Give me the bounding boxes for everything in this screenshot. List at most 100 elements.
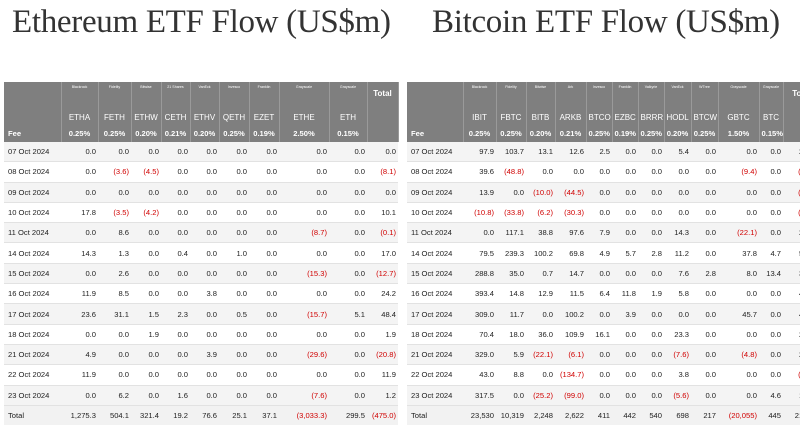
flow-value: (12.7) (367, 263, 398, 285)
flow-value: 0.0 (586, 263, 612, 285)
flow-value: 0.0 (161, 222, 190, 244)
ticker-symbol: EZET (249, 109, 280, 125)
total-value: 1,275.3 (61, 405, 98, 425)
total-value: 37.1 (249, 405, 279, 425)
table-row: 21 Oct 2024 329.0 5.9 (22.1) (6.1) 0.0 0.0 0.0(… (407, 344, 800, 366)
flow-value: 1.0 (219, 242, 249, 264)
flow-value: 0.0 (131, 364, 161, 386)
flow-value: 0.0 (279, 242, 329, 264)
flow-value: 0.0 (691, 202, 718, 224)
flow-value: 1.9 (638, 283, 664, 305)
ticker-symbol: GBTC (718, 109, 760, 125)
table-row: 15 Oct 2024 0.0 2.6 0.0 0.0 0.0 0.0 0.0 (15.3) 0.… (4, 263, 398, 285)
flow-value: 0.0 (718, 182, 759, 203)
flow-value: 0.0 (612, 385, 638, 406)
issuer-name: 21 Shares (161, 82, 191, 109)
flow-value: 0.0 (249, 202, 279, 224)
flow-value: 17.0 (367, 242, 398, 264)
flow-value: 7.9 (586, 222, 612, 244)
flow-value: 0.0 (219, 202, 249, 224)
flow-value: 0.0 (190, 303, 219, 325)
flow-value: 0.0 (691, 303, 718, 325)
ticker-total-blank (367, 109, 399, 125)
row-date: 11 Oct 2024 (4, 222, 61, 244)
fee-value: 0.19% (612, 125, 639, 142)
flow-value: 0.0 (61, 161, 98, 183)
flow-value: (48.8) (496, 161, 526, 183)
flow-value: (3.6) (98, 161, 131, 183)
flow-value: 309.0 (463, 303, 496, 325)
total-value: 445 (759, 405, 783, 425)
total-value: (3,033.3) (279, 405, 329, 425)
fee-value: 1.50% (718, 125, 760, 142)
flow-value: 0.0 (61, 142, 98, 163)
flow-value: 14.7 (555, 263, 586, 285)
flow-value: 2.8 (691, 263, 718, 285)
fee-value: 0.19% (249, 125, 280, 142)
total-value: 76.6 (190, 405, 219, 425)
flow-value: 0.0 (161, 142, 190, 163)
flow-value: (6.1) (555, 344, 586, 366)
row-date: 23 Oct 2024 (4, 385, 61, 406)
flow-value: 0.0 (664, 202, 691, 224)
flow-value: (4.8) (718, 344, 759, 366)
issuer-name: Grayscale (279, 82, 330, 109)
flow-value: 11.9 (61, 283, 98, 305)
fee-value: 0.20% (131, 125, 162, 142)
flow-value: 0.0 (61, 263, 98, 285)
flow-value: 2.5 (586, 142, 612, 163)
total-value: 442 (612, 405, 638, 425)
table-row: 09 Oct 2024 0.0 0.0 0.0 0.0 0.0 0.0 0.0 0.0 0.0 0.… (4, 182, 398, 203)
flow-value: 294.3 (783, 344, 800, 366)
flow-value: (7.6) (664, 344, 691, 366)
flow-value: (81.1) (783, 202, 800, 224)
row-date: 17 Oct 2024 (407, 303, 463, 325)
flow-value: 0.0 (219, 222, 249, 244)
flow-value: 0.0 (586, 385, 612, 406)
flow-value: 3.9 (612, 303, 638, 325)
flow-value: 13.1 (526, 142, 555, 163)
table-row: 10 Oct 2024 (10.8) (33.8) (6.2) (30.3) 0.0 0.0… (407, 202, 800, 224)
flow-value: 1.6 (161, 385, 190, 406)
total-value: (20,055) (718, 405, 759, 425)
flow-value: 0.0 (638, 303, 664, 325)
flow-value: 0.0 (718, 142, 759, 163)
flow-value: 0.0 (161, 283, 190, 305)
total-value: (475.0) (367, 405, 398, 425)
flow-value: 0.0 (98, 324, 131, 345)
flow-value: 0.0 (718, 364, 759, 386)
ticker-symbol: FBTC (496, 109, 527, 125)
flow-value: 0.0 (249, 364, 279, 386)
flow-value: 0.0 (638, 222, 664, 244)
issuer-name: Franklin (612, 82, 639, 109)
flow-value: 3.8 (664, 364, 691, 386)
issuer-name: Ark (555, 82, 587, 109)
flow-value: (4.2) (131, 202, 161, 224)
fee-value: 0.25% (691, 125, 719, 142)
issuer-name: Valkyrie (638, 82, 665, 109)
flow-value: 13.9 (463, 182, 496, 203)
flow-value: 0.0 (718, 283, 759, 305)
flow-value: 38.8 (526, 222, 555, 244)
ethereum-etf-flow-title: Ethereum ETF Flow (US$m) (12, 4, 391, 40)
flow-value: 0.0 (638, 202, 664, 224)
flow-value: 0.0 (367, 142, 398, 163)
total-value: 10,319 (496, 405, 526, 425)
flow-value: 0.0 (131, 344, 161, 366)
ticker-symbol: FETH (98, 109, 132, 125)
flow-value: 0.0 (219, 324, 249, 345)
flow-value: 1.5 (131, 303, 161, 325)
flow-value: (79.1) (783, 364, 800, 386)
total-value: 321.4 (131, 405, 161, 425)
ticker-symbol: ETH (329, 109, 368, 125)
flow-value: 0.0 (329, 344, 367, 366)
flow-value: (10.0) (526, 182, 555, 203)
flow-value: 0.0 (98, 182, 131, 203)
total-value: 299.5 (329, 405, 367, 425)
flow-value: 0.0 (638, 263, 664, 285)
flow-value: 11.7 (496, 303, 526, 325)
flow-value: 0.0 (279, 364, 329, 386)
flow-value: 14.8 (496, 283, 526, 305)
fee-value: 0.15% (329, 125, 368, 142)
flow-value: 0.0 (329, 161, 367, 183)
